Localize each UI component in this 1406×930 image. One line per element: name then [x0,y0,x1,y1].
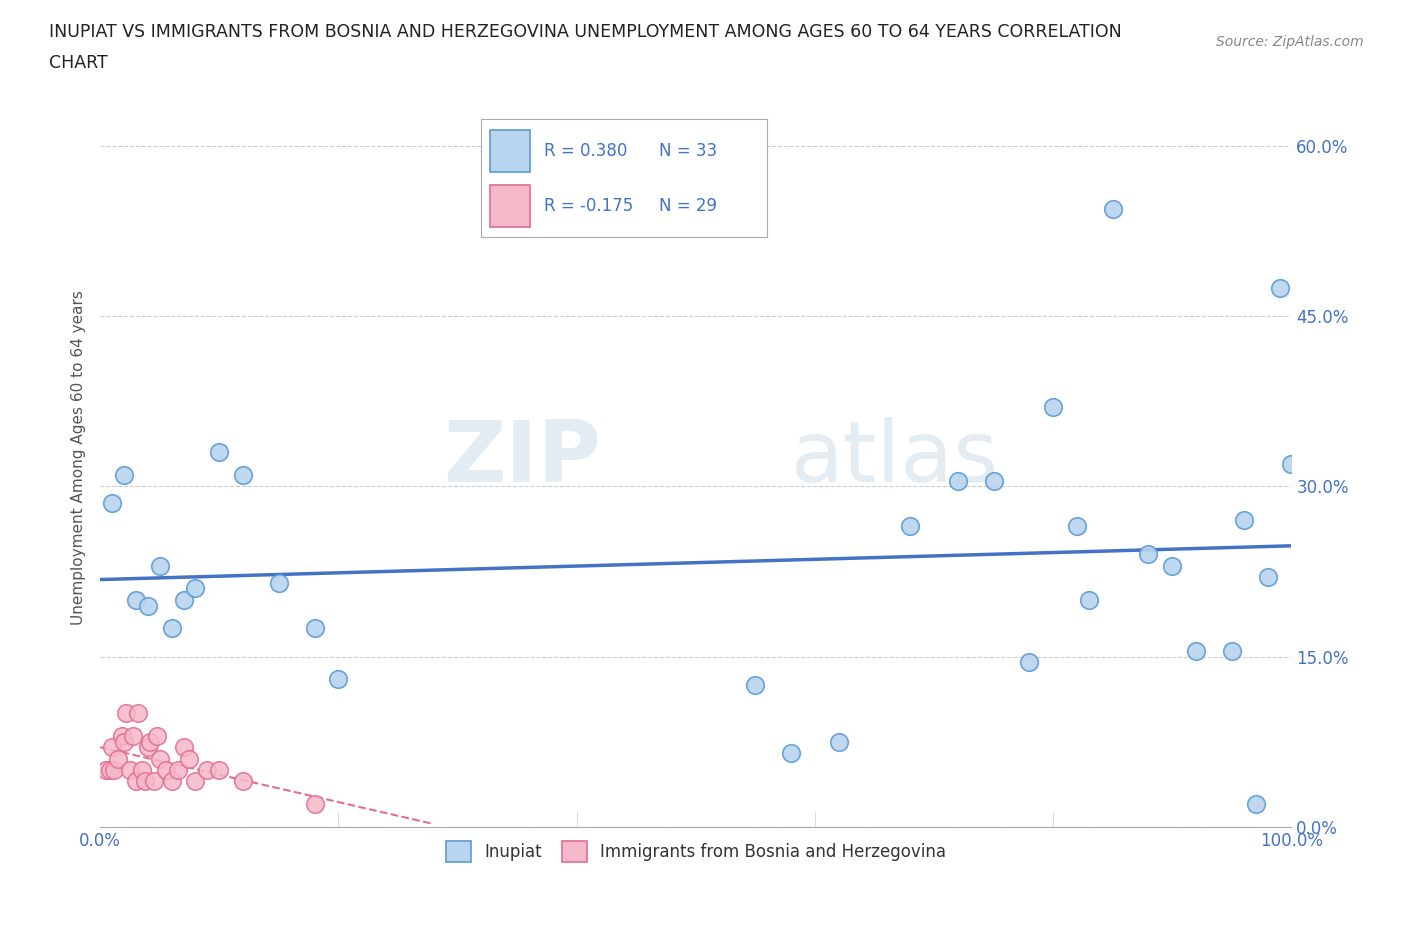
Point [173,740,195,755]
Point [983,473,1005,488]
Point [94,763,117,777]
Point [127,706,149,721]
Point [136,598,159,613]
Point [1101,201,1123,216]
Point [101,496,124,511]
Point [131,763,153,777]
Point [149,751,172,766]
Point [1042,400,1064,415]
Point [328,671,350,686]
Point [232,774,254,789]
Point [160,774,183,789]
Point [101,740,124,755]
Point [110,728,132,743]
Point [1233,513,1256,528]
Point [107,751,129,766]
Point [208,445,231,459]
Legend: Inupiat, Immigrants from Bosnia and Herzegovina: Inupiat, Immigrants from Bosnia and Herz… [437,833,955,870]
Point [1018,655,1040,670]
Point [184,774,207,789]
Point [304,797,326,812]
Point [173,592,195,607]
Point [1077,592,1099,607]
Point [1185,644,1208,658]
Point [184,581,207,596]
Point [125,774,148,789]
Point [828,734,851,749]
Text: Source: ZipAtlas.com: Source: ZipAtlas.com [1216,35,1364,49]
Point [179,751,201,766]
Point [1281,457,1303,472]
Point [118,763,141,777]
Point [946,473,969,488]
Point [98,763,121,777]
Point [232,468,254,483]
Point [103,763,125,777]
Point [1161,558,1184,573]
Point [208,763,231,777]
Point [1137,547,1160,562]
Point [744,677,766,692]
Point [1268,281,1291,296]
Text: atlas: atlas [792,417,1000,499]
Point [139,734,162,749]
Point [112,468,135,483]
Point [125,592,148,607]
Point [134,774,156,789]
Point [122,728,145,743]
Text: INUPIAT VS IMMIGRANTS FROM BOSNIA AND HERZEGOVINA UNEMPLOYMENT AMONG AGES 60 TO : INUPIAT VS IMMIGRANTS FROM BOSNIA AND HE… [49,23,1122,41]
Point [136,740,159,755]
Y-axis label: Unemployment Among Ages 60 to 64 years: Unemployment Among Ages 60 to 64 years [72,290,86,626]
Point [149,558,172,573]
Point [898,519,921,534]
Point [166,763,188,777]
Point [1257,570,1279,585]
Point [146,728,169,743]
Point [780,746,803,761]
Point [160,620,183,635]
Point [155,763,177,777]
Point [195,763,218,777]
Text: CHART: CHART [49,54,108,72]
Point [1244,797,1267,812]
Point [112,734,135,749]
Point [115,706,138,721]
Point [267,576,290,591]
Point [1220,644,1243,658]
Text: ZIP: ZIP [443,417,600,499]
Point [142,774,165,789]
Point [1066,519,1088,534]
Point [304,620,326,635]
